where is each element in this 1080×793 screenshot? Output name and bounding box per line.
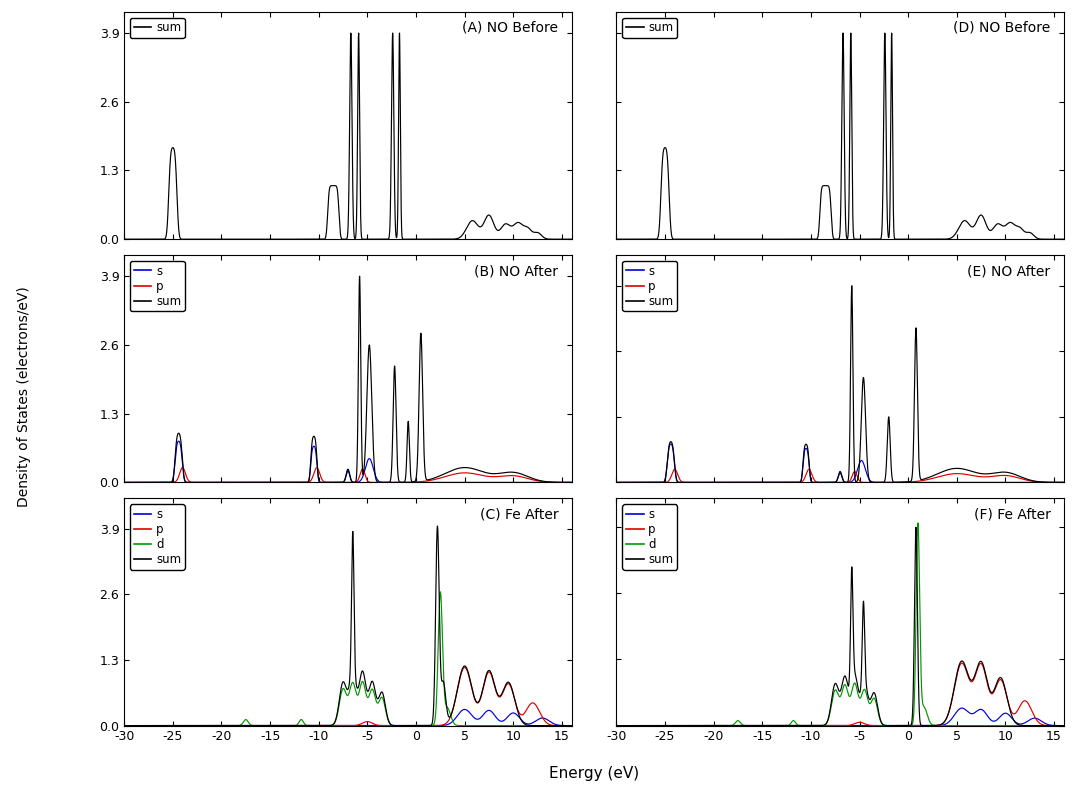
Text: (F) Fe After: (F) Fe After	[973, 508, 1051, 521]
Text: (D) NO Before: (D) NO Before	[954, 21, 1051, 35]
Text: Energy (eV): Energy (eV)	[549, 766, 639, 780]
Legend: sum: sum	[130, 17, 185, 38]
Text: (E) NO After: (E) NO After	[968, 264, 1051, 278]
Legend: s, p, d, sum: s, p, d, sum	[622, 504, 677, 569]
Text: (A) NO Before: (A) NO Before	[462, 21, 558, 35]
Legend: s, p, sum: s, p, sum	[622, 261, 677, 312]
Legend: s, p, d, sum: s, p, d, sum	[130, 504, 185, 569]
Text: (B) NO After: (B) NO After	[474, 264, 558, 278]
Legend: s, p, sum: s, p, sum	[130, 261, 185, 312]
Text: Density of States (electrons/eV): Density of States (electrons/eV)	[17, 286, 30, 507]
Legend: sum: sum	[622, 17, 677, 38]
Text: (C) Fe After: (C) Fe After	[480, 508, 558, 521]
